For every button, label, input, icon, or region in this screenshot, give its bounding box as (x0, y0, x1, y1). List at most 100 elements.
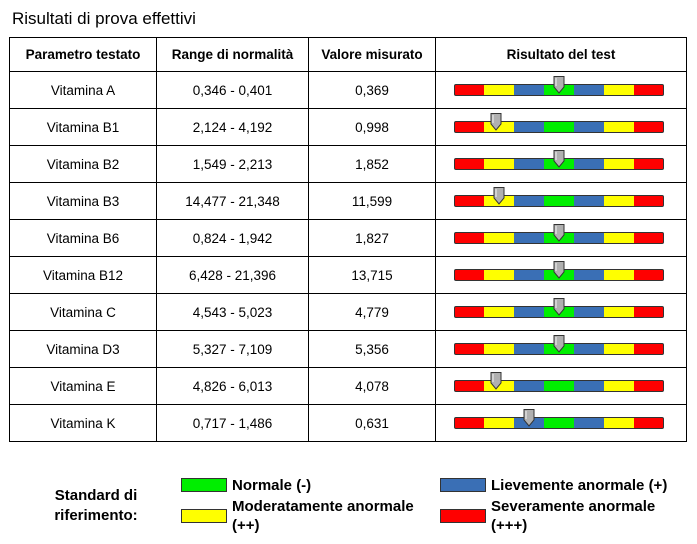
header-range: Range di normalità (156, 37, 309, 72)
gauge-pointer-icon (553, 150, 565, 168)
parameter-cell: Vitamina D3 (9, 330, 157, 368)
range-cell: 4,543 - 5,023 (156, 293, 309, 331)
gauge-segment (544, 121, 574, 133)
gauge-segment (514, 232, 544, 244)
gauge-segment (634, 343, 664, 355)
gauge-pointer-icon (523, 409, 535, 427)
value-cell: 4,779 (308, 293, 436, 331)
table-row: Vitamina B3 14,477 - 21,348 11,599 (9, 182, 687, 220)
gauge-segment (604, 380, 634, 392)
gauge-pointer-icon (553, 335, 565, 353)
gauge-pointer-icon (553, 298, 565, 316)
value-cell: 11,599 (308, 182, 436, 220)
result-gauge (454, 187, 664, 207)
table-row: Vitamina C 4,543 - 5,023 4,779 (9, 293, 687, 331)
table-row: Vitamina D3 5,327 - 7,109 5,356 (9, 330, 687, 368)
table-header-row: Parametro testato Range di normalità Val… (9, 37, 687, 72)
value-cell: 0,998 (308, 108, 436, 146)
result-gauge (454, 298, 664, 318)
gauge-segment (574, 84, 604, 96)
gauge-segment (574, 343, 604, 355)
result-cell (435, 108, 687, 146)
result-gauge (454, 409, 664, 429)
table-row: Vitamina E 4,826 - 6,013 4,078 (9, 367, 687, 405)
gauge-segment (514, 195, 544, 207)
parameter-cell: Vitamina A (9, 71, 157, 109)
gauge-segment (634, 306, 664, 318)
gauge-segment (604, 343, 634, 355)
result-cell (435, 367, 687, 405)
parameter-cell: Vitamina B1 (9, 108, 157, 146)
value-cell: 0,631 (308, 404, 436, 442)
legend-label-moderate: Moderatamente anormale (++) (232, 498, 414, 534)
legend-swatch-mild (440, 478, 486, 492)
gauge-segment (604, 121, 634, 133)
parameter-cell: Vitamina B3 (9, 182, 157, 220)
value-cell: 1,827 (308, 219, 436, 257)
gauge-segment (574, 121, 604, 133)
range-cell: 14,477 - 21,348 (156, 182, 309, 220)
result-cell (435, 145, 687, 183)
result-gauge (454, 372, 664, 392)
gauge-segment (514, 158, 544, 170)
parameter-cell: Vitamina E (9, 367, 157, 405)
gauge-segment (514, 84, 544, 96)
gauge-segment (454, 195, 484, 207)
result-cell (435, 219, 687, 257)
range-cell: 1,549 - 2,213 (156, 145, 309, 183)
gauge-segment (574, 269, 604, 281)
header-parameter: Parametro testato (9, 37, 157, 72)
gauge-segment (514, 380, 544, 392)
result-cell (435, 256, 687, 294)
legend-label-mild: Lievemente anormale (+) (491, 477, 668, 494)
gauge-segment (454, 306, 484, 318)
result-gauge (454, 261, 664, 281)
gauge-segment (484, 306, 514, 318)
gauge-segment (604, 306, 634, 318)
parameter-cell: Vitamina B6 (9, 219, 157, 257)
range-cell: 4,826 - 6,013 (156, 367, 309, 405)
gauge-segment (484, 343, 514, 355)
gauge-pointer-icon (553, 224, 565, 242)
legend-swatch-severe (440, 509, 486, 523)
value-cell: 5,356 (308, 330, 436, 368)
table-row: Vitamina B6 0,824 - 1,942 1,827 (9, 219, 687, 257)
value-cell: 4,078 (308, 367, 436, 405)
gauge-pointer-icon (490, 372, 502, 390)
value-cell: 0,369 (308, 71, 436, 109)
gauge-segment (514, 269, 544, 281)
gauge-segment (514, 121, 544, 133)
result-gauge (454, 150, 664, 170)
gauge-segment (574, 158, 604, 170)
gauge-segment (634, 84, 664, 96)
legend-swatch-normal (181, 478, 227, 492)
value-cell: 1,852 (308, 145, 436, 183)
legend-title: Standard di riferimento: (54, 487, 138, 524)
table-row: Vitamina B12 6,428 - 21,396 13,715 (9, 256, 687, 294)
header-result: Risultato del test (435, 37, 687, 72)
gauge-segment (454, 158, 484, 170)
range-cell: 2,124 - 4,192 (156, 108, 309, 146)
range-cell: 5,327 - 7,109 (156, 330, 309, 368)
parameter-cell: Vitamina B12 (9, 256, 157, 294)
gauge-segment (484, 158, 514, 170)
table-row: Vitamina A 0,346 - 0,401 0,369 (9, 71, 687, 109)
gauge-pointer-icon (490, 113, 502, 131)
gauge-segment (454, 417, 484, 429)
gauge-segment (634, 158, 664, 170)
legend-label-normal: Normale (-) (232, 477, 312, 494)
result-cell (435, 293, 687, 331)
page-title: Risultati di prova effettivi (12, 9, 196, 28)
gauge-segment (574, 417, 604, 429)
range-cell: 0,717 - 1,486 (156, 404, 309, 442)
gauge-segment (514, 343, 544, 355)
parameter-cell: Vitamina C (9, 293, 157, 331)
result-gauge (454, 224, 664, 244)
range-cell: 0,346 - 0,401 (156, 71, 309, 109)
range-cell: 6,428 - 21,396 (156, 256, 309, 294)
result-gauge (454, 76, 664, 96)
gauge-segment (484, 232, 514, 244)
header-value: Valore misurato (308, 37, 436, 72)
result-gauge (454, 113, 664, 133)
result-cell (435, 71, 687, 109)
